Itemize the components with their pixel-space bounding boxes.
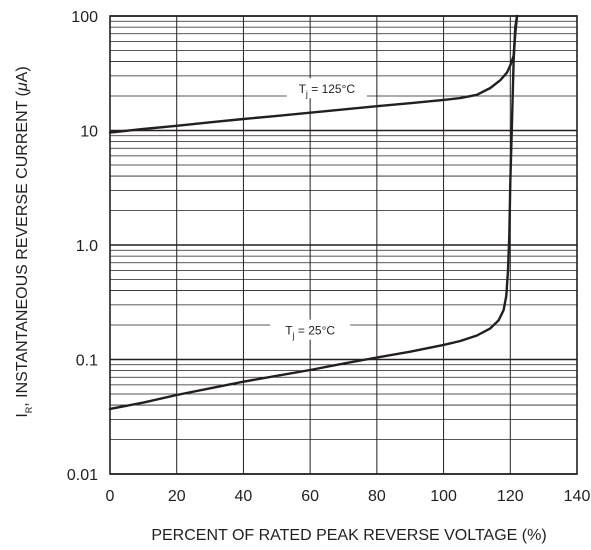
x-tick-label: 140	[564, 488, 591, 505]
curve-label-suffix: = 25°C	[295, 324, 336, 338]
x-tick-labels: 0 20 40 60 80 100 120 140	[106, 488, 591, 505]
x-tick-label: 120	[497, 488, 524, 505]
curve-label-suffix: = 125°C	[308, 82, 355, 96]
curve-label-tj-25c: Tj = 25°C	[270, 320, 350, 341]
y-axis-title: IR, INSTANTANEOUS REVERSE CURRENT (μA)	[14, 66, 34, 417]
x-tick-label: 40	[235, 488, 253, 505]
x-axis-title: PERCENT OF RATED PEAK REVERSE VOLTAGE (%…	[151, 527, 546, 544]
x-tick-label: 0	[106, 488, 115, 505]
y-axis-title-text: , INSTANTANEOUS REVERSE CURRENT (	[14, 90, 31, 406]
x-tick-label: 80	[368, 488, 386, 505]
y-axis-title-mu: μ	[14, 82, 31, 92]
curves	[110, 16, 517, 409]
y-tick-label: 1.0	[76, 238, 98, 255]
y-tick-label: 10	[80, 124, 98, 141]
curve-tj-25c	[110, 16, 517, 409]
y-axis-title-unit: A)	[14, 66, 31, 82]
y-tick-label: 0.1	[76, 353, 98, 370]
y-tick-label: 100	[71, 9, 98, 26]
curve-label-tj-125c: Tj = 125°C	[287, 78, 367, 99]
y-tick-label: 0.01	[67, 467, 98, 484]
y-tick-labels: 100 10 1.0 0.1 0.01	[67, 9, 98, 484]
x-tick-label: 20	[168, 488, 186, 505]
x-tick-label: 100	[430, 488, 457, 505]
x-tick-label: 60	[301, 488, 319, 505]
curve-labels: Tj = 125°C Tj = 25°C	[270, 78, 367, 340]
